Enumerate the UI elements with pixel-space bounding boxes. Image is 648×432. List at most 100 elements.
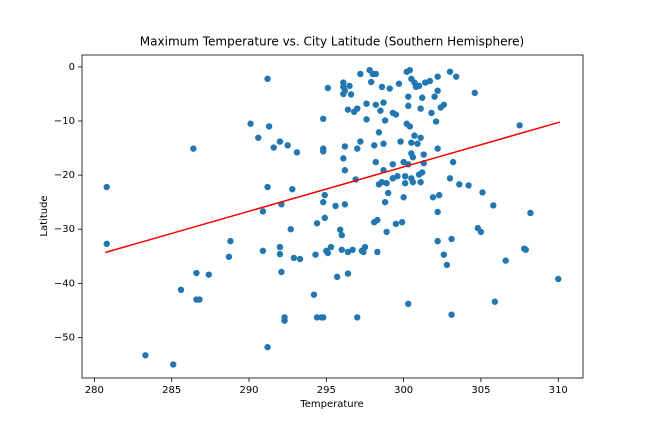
point: [349, 246, 356, 253]
point: [320, 148, 327, 155]
point: [405, 300, 412, 308]
point: [434, 87, 441, 94]
point: [320, 115, 327, 123]
point: [411, 132, 418, 139]
point: [527, 209, 534, 217]
point: [372, 158, 379, 166]
point: [415, 82, 423, 90]
point: [346, 82, 353, 90]
point: [227, 237, 234, 245]
point: [555, 275, 562, 283]
point: [418, 94, 426, 101]
point: [363, 100, 370, 107]
point: [289, 185, 296, 193]
point: [375, 129, 383, 136]
point: [434, 73, 441, 80]
x-tick-label: 295: [317, 385, 336, 396]
point: [417, 105, 424, 112]
point: [381, 117, 389, 124]
point: [381, 198, 389, 206]
point: [491, 298, 499, 305]
point: [380, 140, 387, 147]
point: [327, 243, 335, 251]
y-tick-label: −30: [54, 224, 75, 235]
point: [265, 123, 273, 130]
point: [170, 361, 177, 368]
point: [432, 118, 440, 125]
point: [372, 70, 379, 78]
point: [338, 246, 345, 253]
point: [420, 151, 427, 158]
point: [435, 191, 443, 199]
x-tick-label: 300: [394, 385, 413, 396]
point: [225, 253, 233, 261]
point: [320, 198, 327, 206]
point: [374, 216, 381, 224]
point: [312, 251, 319, 258]
x-tick-label: 280: [85, 385, 104, 396]
point: [383, 228, 390, 236]
point: [321, 214, 328, 222]
point: [384, 189, 392, 197]
point: [360, 248, 367, 256]
point: [193, 269, 200, 277]
point: [264, 75, 271, 83]
y-axis-label: Latitude: [39, 195, 50, 236]
point: [401, 172, 409, 180]
point: [383, 180, 390, 187]
point: [406, 123, 414, 130]
point: [341, 201, 349, 208]
x-tick-label: 305: [471, 385, 490, 396]
point: [284, 142, 291, 149]
point: [338, 231, 345, 239]
point: [361, 243, 369, 251]
point: [398, 218, 406, 226]
point: [259, 208, 267, 215]
point: [377, 107, 384, 114]
point: [367, 78, 375, 86]
point: [142, 352, 149, 359]
point: [190, 145, 197, 152]
point: [281, 317, 288, 324]
point: [347, 91, 355, 98]
point: [392, 220, 400, 228]
point: [392, 111, 400, 118]
point: [522, 246, 529, 253]
point: [394, 172, 401, 180]
point: [479, 189, 486, 196]
x-tick-label: 290: [239, 385, 258, 396]
point: [357, 70, 364, 78]
point: [354, 145, 361, 152]
point: [395, 80, 403, 87]
point: [453, 73, 460, 80]
point: [264, 343, 271, 351]
point: [103, 183, 110, 191]
point: [333, 273, 341, 281]
point: [386, 85, 393, 92]
y-tick-label: −40: [54, 278, 75, 289]
point: [446, 68, 454, 75]
point: [357, 138, 364, 145]
point: [310, 291, 318, 298]
point: [363, 116, 370, 123]
point: [405, 102, 412, 110]
point: [408, 139, 415, 146]
point: [247, 120, 254, 127]
point: [434, 145, 441, 152]
point: [290, 254, 298, 262]
y-tick-label: −10: [54, 116, 75, 127]
point: [443, 261, 451, 269]
point: [354, 105, 361, 112]
x-axis-label: Temperature: [299, 399, 363, 410]
point: [372, 101, 379, 108]
point: [276, 243, 284, 251]
point: [414, 140, 421, 147]
point: [417, 178, 424, 186]
regression-line: [104, 121, 561, 254]
y-tick-label: −20: [54, 170, 75, 181]
point: [434, 208, 441, 216]
point: [196, 296, 203, 303]
point: [449, 158, 457, 166]
point: [434, 237, 441, 245]
